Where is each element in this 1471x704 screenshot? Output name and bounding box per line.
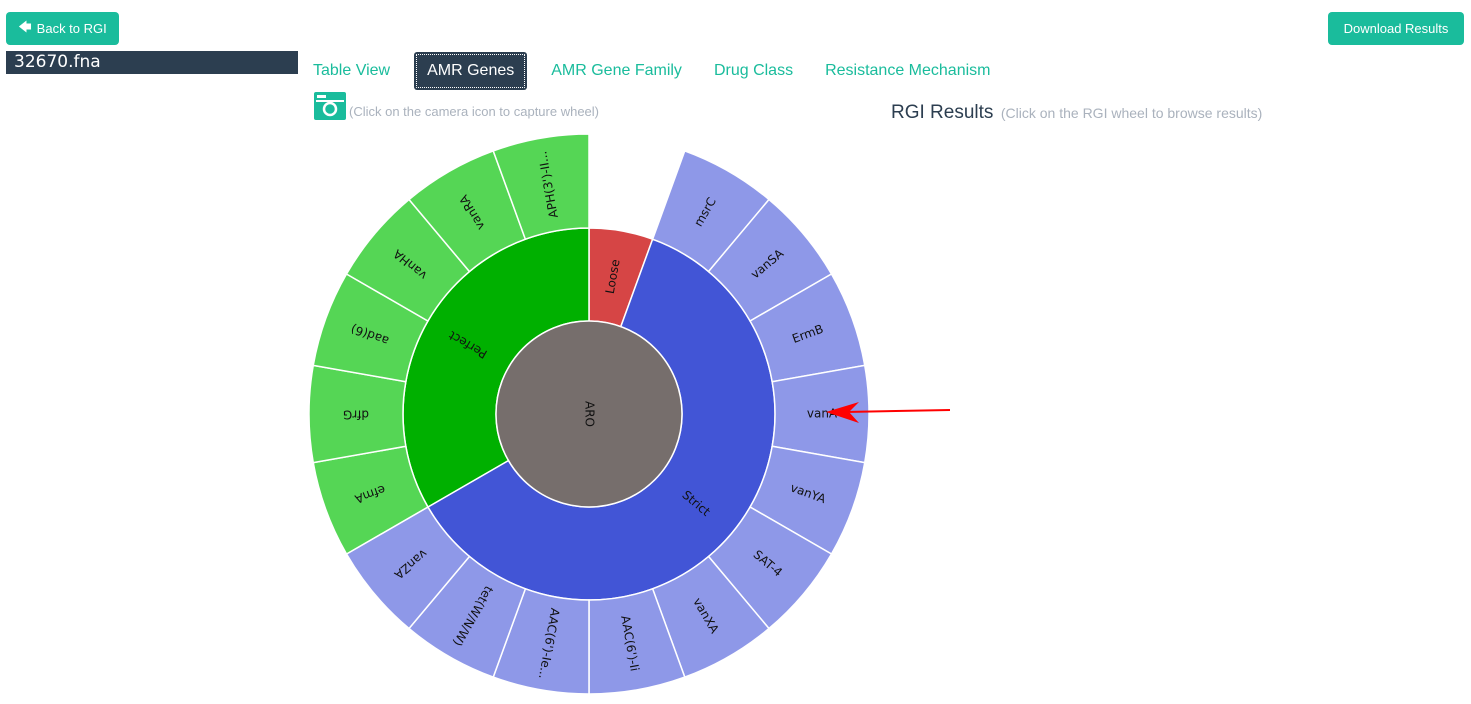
tab-resistance-mechanism[interactable]: Resistance Mechanism	[825, 62, 991, 79]
wheel-label-loose: Loose	[603, 258, 623, 295]
back-button-label: Back to RGI	[36, 21, 107, 36]
results-heading: RGI Results (Click on the RGI wheel to b…	[891, 102, 1262, 124]
tab-amr-genes[interactable]: AMR Genes	[414, 52, 528, 90]
back-to-rgi-button[interactable]: 🡄 Back to RGI	[6, 12, 119, 45]
results-hint: (Click on the RGI wheel to browse result…	[1000, 105, 1263, 121]
download-results-button[interactable]: Download Results	[1328, 12, 1464, 45]
wheel-root[interactable]	[495, 320, 683, 508]
wheel-gene-segment[interactable]	[492, 133, 590, 241]
wheel-root-label: ARO	[583, 401, 597, 427]
arrow-left-icon: 🡄	[18, 18, 32, 34]
tab-drug-class[interactable]: Drug Class	[713, 62, 794, 79]
annotation-arrow-icon	[826, 402, 859, 423]
wheel-gene-label: dfrG	[343, 408, 369, 422]
wheel-gene-label: vanA	[807, 407, 838, 421]
tab-amr-gene-family[interactable]: AMR Gene Family	[551, 62, 682, 79]
camera-icon[interactable]	[314, 92, 346, 120]
file-title: 32670.fna	[6, 51, 298, 74]
view-tabs: Table View AMR Genes AMR Gene Family Dru…	[305, 52, 1014, 90]
camera-hint: (Click on the camera icon to capture whe…	[349, 104, 600, 119]
annotation-arrow-line	[844, 409, 951, 413]
results-title: RGI Results	[891, 102, 994, 123]
tab-table-view[interactable]: Table View	[313, 62, 391, 79]
